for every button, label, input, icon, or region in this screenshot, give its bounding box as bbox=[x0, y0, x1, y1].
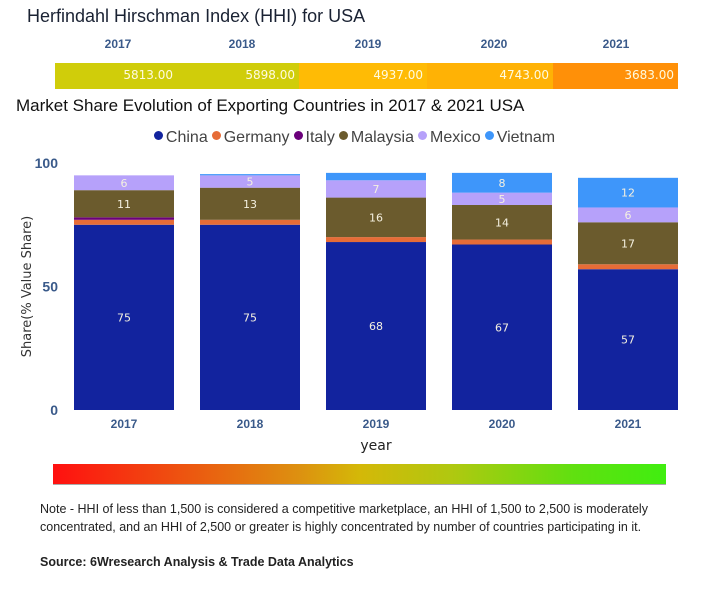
hhi-cell-2017: 5813.00 bbox=[55, 63, 177, 89]
legend-item-vietnam[interactable]: Vietnam bbox=[484, 129, 556, 147]
y-tick-label: 0 bbox=[50, 402, 58, 418]
data-label: 75 bbox=[243, 311, 257, 324]
hhi-value: 5813.00 bbox=[123, 68, 173, 82]
hhi-value: 3683.00 bbox=[624, 68, 674, 82]
hhi-value: 5898.00 bbox=[245, 68, 295, 82]
chart-title: Market Share Evolution of Exporting Coun… bbox=[16, 96, 525, 115]
legend-marker-icon bbox=[211, 131, 221, 140]
hhi-year-label: 2019 bbox=[354, 37, 382, 51]
bar-segment-mexico-2019 bbox=[326, 180, 426, 198]
bar-segment-malaysia-2017 bbox=[74, 190, 174, 218]
bar-segment-china-2020 bbox=[452, 244, 552, 410]
bar-segment-mexico-2017 bbox=[74, 175, 174, 191]
legend-label: Italy bbox=[305, 129, 335, 146]
x-tick-label: 2017 bbox=[111, 417, 138, 431]
data-label: 5 bbox=[499, 193, 506, 206]
y-tick-label: 50 bbox=[42, 279, 58, 295]
data-label: 16 bbox=[369, 211, 383, 224]
bar-segment-mexico-2020 bbox=[452, 192, 552, 205]
x-tick-label: 2020 bbox=[489, 417, 516, 431]
hhi-value: 4937.00 bbox=[373, 68, 423, 82]
legend-marker-icon bbox=[484, 131, 494, 140]
data-label: 6 bbox=[625, 209, 632, 222]
hhi-cell-2020: 4743.00 bbox=[427, 63, 553, 89]
x-tick-label: 2021 bbox=[615, 417, 642, 431]
legend-item-malaysia[interactable]: Malaysia bbox=[338, 129, 414, 147]
bar-segment-china-2018 bbox=[200, 224, 300, 410]
bar-segment-vietnam-2018 bbox=[200, 174, 300, 176]
hhi-value: 4743.00 bbox=[499, 68, 549, 82]
hhi-cell-2021: 3683.00 bbox=[553, 63, 678, 89]
hhi-cell-2018: 5898.00 bbox=[177, 63, 299, 89]
bar-segment-germany-2020 bbox=[452, 239, 552, 245]
bar-segment-germany-2017 bbox=[74, 219, 174, 225]
hhi-year-label: 2021 bbox=[602, 37, 630, 51]
hhi-cell-2019: 4937.00 bbox=[299, 63, 427, 89]
legend-label: Mexico bbox=[430, 129, 481, 146]
legend-marker-icon bbox=[153, 131, 163, 140]
bar-segment-vietnam-2020 bbox=[452, 172, 552, 193]
legend-item-mexico[interactable]: Mexico bbox=[418, 129, 481, 147]
legend-item-china[interactable]: China bbox=[153, 129, 208, 147]
x-axis-title: year bbox=[360, 438, 391, 454]
source-text: Source: 6Wresearch Analysis & Trade Data… bbox=[40, 555, 354, 569]
bar-segment-china-2019 bbox=[326, 242, 426, 410]
data-label: 5 bbox=[247, 176, 254, 189]
data-label: 12 bbox=[621, 187, 635, 200]
data-label: 11 bbox=[117, 198, 131, 211]
bar-segment-malaysia-2020 bbox=[452, 204, 552, 240]
hhi-color-scale-bar bbox=[53, 464, 666, 485]
data-label: 8 bbox=[499, 177, 506, 190]
legend-item-italy[interactable]: Italy bbox=[293, 129, 335, 147]
chart-legend: China Germany Italy Malaysia Mexico Vietnam bbox=[0, 129, 709, 147]
hhi-value-strip: 5813.00 5898.00 4937.00 4743.00 3683.00 bbox=[55, 63, 678, 89]
legend-marker-icon bbox=[418, 131, 427, 140]
legend-label: Vietnam bbox=[496, 129, 556, 146]
hhi-year-label: 2018 bbox=[228, 37, 256, 51]
hhi-title: Herfindahl Hirschman Index (HHI) for USA bbox=[27, 6, 366, 26]
hhi-note: Note - HHI of less than 1,500 is conside… bbox=[40, 502, 648, 534]
data-label: 57 bbox=[621, 334, 635, 347]
y-axis-title: Share(% Value Share) bbox=[20, 216, 35, 358]
hhi-year-label: 2017 bbox=[104, 37, 132, 51]
legend-label: Germany bbox=[223, 129, 290, 146]
data-label: 7 bbox=[373, 183, 380, 196]
bar-segment-italy-2017 bbox=[74, 217, 174, 220]
legend-marker-icon bbox=[293, 131, 303, 140]
data-label: 6 bbox=[121, 177, 128, 190]
hhi-year-label: 2020 bbox=[480, 37, 508, 51]
bar-segment-china-2017 bbox=[74, 224, 174, 410]
bar-segment-vietnam-2021 bbox=[578, 177, 678, 208]
data-label: 67 bbox=[495, 321, 509, 334]
bar-segment-germany-2021 bbox=[578, 264, 678, 270]
bar-segment-malaysia-2019 bbox=[326, 197, 426, 238]
bar-segment-malaysia-2021 bbox=[578, 222, 678, 265]
legend-label: Malaysia bbox=[350, 129, 414, 146]
x-tick-label: 2019 bbox=[363, 417, 390, 431]
bar-segment-germany-2018 bbox=[200, 219, 300, 225]
bar-segment-mexico-2021 bbox=[578, 207, 678, 223]
legend-label: China bbox=[165, 129, 208, 146]
bar-segment-malaysia-2018 bbox=[200, 187, 300, 220]
y-tick-label: 100 bbox=[35, 155, 59, 171]
data-label: 13 bbox=[243, 198, 257, 211]
x-tick-label: 2018 bbox=[237, 417, 264, 431]
data-label: 14 bbox=[495, 216, 509, 229]
bar-segment-china-2021 bbox=[578, 269, 678, 410]
legend-marker-icon bbox=[338, 131, 348, 140]
data-label: 68 bbox=[369, 320, 383, 333]
data-label: 75 bbox=[117, 311, 131, 324]
bar-segment-vietnam-2019 bbox=[326, 172, 426, 181]
bar-segment-mexico-2018 bbox=[200, 175, 300, 188]
legend-item-germany[interactable]: Germany bbox=[211, 129, 290, 147]
bar-segment-germany-2019 bbox=[326, 237, 426, 243]
data-label: 17 bbox=[621, 237, 635, 250]
